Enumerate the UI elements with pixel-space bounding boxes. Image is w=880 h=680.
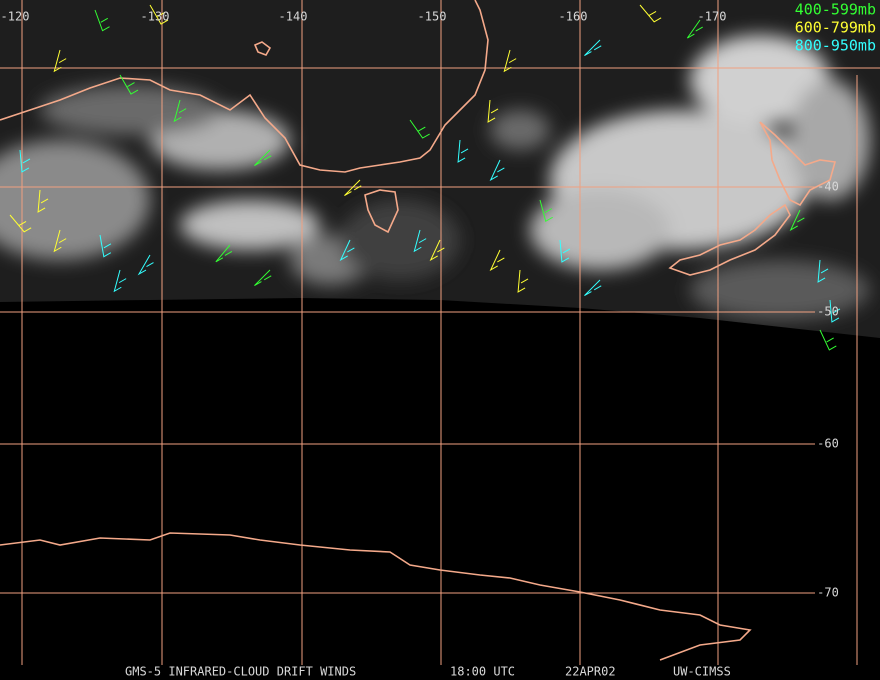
footer-source: UW-CIMSS [673,665,731,679]
wind-barb [829,299,841,323]
wind-barb [339,239,355,262]
wind-barb [409,119,430,139]
wind-barb [817,259,829,283]
wind-barb [99,234,112,258]
wind-barb [19,149,31,173]
wind-barb [429,239,445,262]
wind-barb [489,159,505,182]
wind-barb [94,9,110,32]
longitude-label: -170 [698,10,727,24]
wind-barb [503,49,517,73]
longitude-label: -120 [1,10,30,24]
wind-barb [9,214,32,233]
latitude-label: -40 [817,180,839,194]
longitude-label: -130 [141,10,170,24]
wind-barb [489,249,505,272]
coastlines [0,0,837,661]
wind-barb [584,279,602,296]
satellite-image [0,0,880,338]
legend: 400-599mb 600-799mb 800-950mb [795,1,876,55]
tasmania-coast [364,189,399,234]
nz-north-coast [759,121,837,207]
longitude-label: -140 [279,10,308,24]
wind-barbs [9,4,841,351]
footer-product: GMS-5 INFRARED-CLOUD DRIFT WINDS [125,665,356,679]
wind-barb [639,4,662,23]
footer-date: 22APR02 [565,665,616,679]
longitude-label: -150 [418,10,447,24]
australia-coast [0,0,489,173]
latitude-labels: -40 -50 -60 -70 [817,180,839,600]
island-coast [253,41,272,56]
antarctica-coast [0,532,752,661]
graticule [0,0,880,665]
wind-barb [173,99,187,123]
nz-south-coast [668,203,791,276]
wind-barb [254,149,272,166]
wind-barb [37,189,49,213]
latitude-label: -50 [817,305,839,319]
wind-barb [149,4,169,25]
wind-barb [457,139,469,163]
wind-barb [119,74,139,95]
wind-barb [113,269,127,293]
footer: GMS-5 INFRARED-CLOUD DRIFT WINDS 18:00 U… [125,665,731,679]
wind-barb [215,244,233,263]
latitude-label: -60 [817,437,839,451]
legend-entry: 400-599mb [795,1,876,19]
wind-barb [559,239,571,263]
wind-barb [137,254,154,276]
longitude-label: -160 [559,10,588,24]
wind-barb [53,229,67,253]
footer-time: 18:00 UTC [450,665,515,679]
wind-barb [584,39,602,56]
wind-barb [539,199,553,223]
wind-barb [789,209,805,232]
wind-barb [517,269,529,293]
wind-barb [686,19,703,39]
wind-barb [53,49,67,73]
wind-barb [413,229,427,253]
clouds [0,35,870,320]
legend-entry: 800-950mb [795,37,876,55]
legend-entry: 600-799mb [795,19,876,37]
wind-barb [254,269,272,286]
longitude-labels: -120 -130 -140 -150 -160 -170 [1,10,727,24]
wind-barb [344,179,362,196]
wind-barb [819,329,837,351]
latitude-label: -70 [817,586,839,600]
wind-barb [487,99,499,123]
